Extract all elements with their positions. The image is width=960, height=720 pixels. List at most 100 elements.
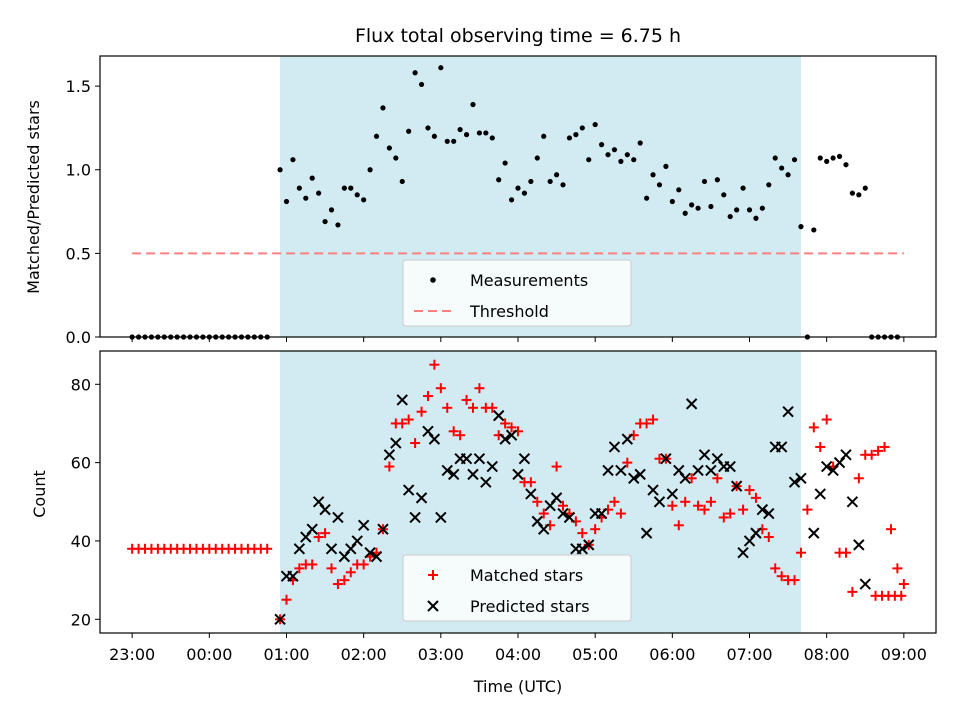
data-point xyxy=(770,563,781,574)
x-tick-label: 02:00 xyxy=(341,645,387,664)
data-point xyxy=(628,472,640,484)
data-point xyxy=(785,172,791,178)
data-point xyxy=(656,182,663,188)
x-mark-b xyxy=(351,535,363,547)
data-point xyxy=(795,547,806,558)
data-point xyxy=(444,138,450,144)
data-point xyxy=(775,441,788,453)
x-mark-b xyxy=(840,449,852,461)
data-point xyxy=(512,468,524,481)
data-point xyxy=(354,192,360,198)
data-point xyxy=(641,418,652,429)
data-point xyxy=(525,488,537,500)
data-point xyxy=(370,550,383,563)
x-mark-b xyxy=(493,409,505,422)
y-tick-label: 0.0 xyxy=(66,328,91,347)
x-mark-b xyxy=(550,492,563,504)
x-mark-b xyxy=(525,488,537,500)
data-point xyxy=(577,528,588,539)
data-point xyxy=(802,504,813,515)
data-point xyxy=(692,464,704,477)
x-mark-b xyxy=(428,433,441,445)
data-point xyxy=(563,511,576,524)
x-mark-b xyxy=(422,425,434,437)
series-0 xyxy=(129,65,901,340)
data-point xyxy=(486,460,498,473)
legend: Measurements Threshold xyxy=(402,259,632,327)
data-point xyxy=(500,418,511,429)
data-point xyxy=(840,449,852,461)
x-mark-b xyxy=(653,496,666,508)
data-point xyxy=(734,207,740,213)
data-point xyxy=(480,476,492,488)
x-mark-b xyxy=(621,433,634,445)
x-mark-b xyxy=(846,496,859,508)
data-point xyxy=(586,157,592,163)
series-0 xyxy=(127,359,909,625)
x-mark-b xyxy=(814,488,826,500)
data-point xyxy=(859,578,871,590)
data-point xyxy=(431,133,437,139)
x-mark-b xyxy=(505,429,518,441)
data-point xyxy=(287,570,299,582)
data-point xyxy=(409,511,421,524)
data-point xyxy=(885,524,896,535)
panel-top: 0.0 0.5 1.0 1.5 Measurements Threshold xyxy=(66,55,937,347)
data-point xyxy=(590,524,601,535)
y-tick-label: 1.0 xyxy=(66,161,91,180)
data-point xyxy=(727,213,733,220)
legend-item: Predicted stars xyxy=(427,597,590,616)
x-mark-b xyxy=(390,437,402,449)
data-point xyxy=(435,511,447,524)
data-point xyxy=(647,484,659,496)
data-point xyxy=(750,492,761,503)
x-mark-b xyxy=(312,496,325,508)
data-point xyxy=(730,480,743,492)
data-point xyxy=(847,586,858,597)
data-point xyxy=(815,441,826,452)
data-point xyxy=(740,185,746,191)
data-point xyxy=(296,185,302,191)
legend-x-b xyxy=(427,600,439,612)
x-mark-b xyxy=(441,464,453,477)
x-mark-b xyxy=(274,613,286,625)
data-point xyxy=(699,504,710,515)
x-mark-b xyxy=(724,460,736,473)
data-point xyxy=(320,528,331,539)
x-mark-b xyxy=(692,464,704,477)
data-point xyxy=(576,543,589,555)
data-point xyxy=(724,460,736,473)
data-point xyxy=(457,126,463,133)
data-point xyxy=(416,406,427,417)
data-point xyxy=(599,142,605,148)
data-point xyxy=(750,527,762,539)
x-mark-b xyxy=(473,453,486,465)
data-point xyxy=(410,438,421,449)
data-point xyxy=(680,496,691,507)
data-point xyxy=(277,167,283,173)
x-mark-b xyxy=(512,468,524,481)
x-mark-b xyxy=(608,441,621,453)
data-point xyxy=(361,197,367,203)
y-tick-label: 1.5 xyxy=(66,77,91,96)
legend-label: Matched stars xyxy=(470,566,583,585)
data-point xyxy=(390,437,402,449)
data-point xyxy=(685,398,698,410)
data-point xyxy=(637,140,643,146)
x-mark-b xyxy=(287,570,299,582)
data-point xyxy=(403,414,414,425)
data-point xyxy=(393,155,399,161)
x-mark-b xyxy=(402,484,415,496)
data-point xyxy=(615,508,626,519)
data-point xyxy=(763,507,775,520)
x-mark-b xyxy=(859,578,871,590)
panel-bottom: 20 40 60 80 23:00 00:00 01:00 02:00 03:00 04:00 05… xyxy=(71,350,937,664)
x-mark-b xyxy=(557,507,569,520)
data-point xyxy=(782,406,794,418)
data-point xyxy=(682,210,688,216)
legend-item: Matched stars xyxy=(428,566,583,585)
x-tick-label: 06:00 xyxy=(649,645,695,664)
data-point xyxy=(560,182,566,188)
data-point xyxy=(425,125,431,131)
